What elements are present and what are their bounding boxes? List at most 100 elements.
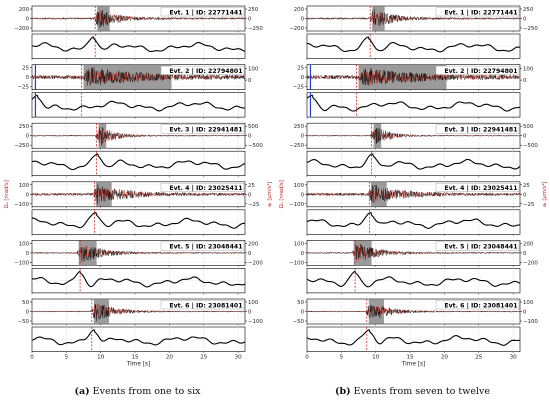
event-label-box [160, 7, 245, 17]
event-3-group: Evt. 3 | ID: 22941481 250 0 −250 500 0 −500 [14, 122, 263, 178]
right-tick-label: 100 [248, 300, 259, 306]
left-tick-label: 0 [26, 75, 30, 81]
envelope-trace [306, 329, 521, 346]
envelope-trace [31, 270, 246, 288]
left-tick-label: 0 [301, 17, 305, 23]
left-tick-label: 0 [26, 192, 30, 198]
event-5-group: Evt. 5 | ID: 23048441 100 0 −100 200 0 −200 [289, 240, 538, 295]
event-label: Evt. 5 | ID: 23048441 [169, 244, 242, 252]
right-tick-label: 0 [248, 78, 252, 84]
left-tick-label: 250 [294, 124, 305, 130]
right-tick-label: −100 [523, 319, 538, 325]
left-tick-label: −200 [289, 26, 304, 32]
left-tick-label: 100 [19, 241, 30, 247]
event-label: Evt. 1 | ID: 22771441 [444, 9, 517, 17]
left-tick-label: −100 [14, 202, 29, 208]
left-tick-label: −50 [18, 319, 30, 325]
left-tick-label: 100 [19, 183, 30, 189]
event-label-box [435, 65, 520, 75]
left-tick-label: −25 [18, 85, 29, 91]
left-tick-label: 0 [26, 310, 30, 316]
x-tick-label: 30 [235, 355, 243, 361]
x-tick-label: 0 [305, 355, 309, 361]
left-tick-label: −50 [293, 319, 305, 325]
left-tick-label: 250 [19, 124, 30, 130]
rotation-trace [306, 243, 521, 260]
left-tick-label: −250 [289, 143, 304, 149]
caption-a: (a) Events from one to six [0, 386, 275, 397]
event-label-box [435, 300, 520, 310]
x-tick-label: 20 [441, 355, 449, 361]
event-label: Evt. 6 | ID: 23081401 [444, 302, 517, 310]
event-6-group: Evt. 6 | ID: 23081401 50 0 −50 100 0 −100 [293, 298, 538, 353]
envelope-trace [31, 329, 246, 346]
left-tick-label: 0 [26, 251, 30, 257]
event-window [98, 123, 107, 149]
event-label: Evt. 4 | ID: 23025411 [169, 185, 242, 193]
left-tick-label: 50 [22, 300, 29, 306]
left-tick-label: −25 [293, 85, 304, 91]
left-tick-label: 0 [26, 134, 30, 140]
right-tick-label: −100 [248, 319, 263, 325]
event-1-group: Evt. 1 | ID: 22771441 200 0 −200 250 0 −250 [14, 5, 263, 60]
right-tick-label: 200 [248, 241, 259, 247]
caption-a-tag: (a) [74, 386, 90, 397]
event-label: Evt. 2 | ID: 22794801 [169, 68, 242, 76]
left-tick-label: 0 [301, 192, 305, 198]
left-tick-label: 50 [297, 300, 304, 306]
rotation-trace [31, 304, 246, 322]
left-axis-label: Ωₐ [nrad/s] [279, 180, 285, 208]
right-tick-label: 25 [248, 183, 255, 189]
x-axis-label: Time [s] [126, 362, 151, 368]
envelope-trace [307, 36, 521, 53]
event-label-box [435, 241, 520, 251]
event-label-box [160, 124, 245, 134]
x-tick-label: 25 [200, 355, 208, 361]
left-tick-label: 0 [26, 17, 30, 23]
rotation-trace [31, 10, 246, 28]
acceleration-trace [306, 68, 521, 86]
rotation-trace [31, 67, 246, 86]
chart-panel-a: Evt. 1 | ID: 227714412000−2002500−250Evt… [4, 5, 273, 368]
right-axis-label: aₜ [μm/s²] [267, 182, 273, 207]
right-tick-label: 250 [248, 7, 259, 13]
envelope-trace [306, 94, 521, 112]
right-tick-label: 0 [523, 310, 527, 316]
right-tick-label: 0 [248, 134, 252, 140]
right-tick-label: 500 [523, 124, 534, 130]
right-tick-label: −25 [523, 202, 534, 208]
right-tick-label: 0 [523, 17, 527, 23]
event-2-group: Evt. 2 | ID: 22794801 25 0 −25 100 0 [293, 64, 534, 119]
envelope-trace [31, 94, 246, 112]
rotation-trace [306, 184, 521, 204]
event-6-group: Evt. 6 | ID: 23081401 50 0 −50 100 0 −100 [18, 298, 263, 353]
right-tick-label: 100 [248, 67, 259, 73]
left-tick-label: −100 [289, 202, 304, 208]
right-axis-label: aₜ [μm/s²] [542, 182, 548, 207]
left-tick-label: 0 [301, 251, 305, 257]
event-label: Evt. 6 | ID: 23081401 [169, 302, 242, 310]
event-label-box [160, 241, 245, 251]
rotation-trace [306, 127, 521, 145]
event-1-group: Evt. 1 | ID: 22771441 200 0 −200 250 0 −250 [289, 5, 538, 60]
right-tick-label: −25 [248, 202, 259, 208]
envelope-trace [306, 211, 520, 229]
event-2-group: Evt. 2 | ID: 22794801 25 0 −25 100 0 [18, 64, 259, 119]
right-tick-label: −500 [523, 143, 538, 149]
event-label-box [435, 124, 520, 134]
left-tick-label: −100 [289, 260, 304, 266]
rotation-trace [306, 9, 521, 27]
rotation-trace [306, 67, 521, 86]
x-tick-label: 15 [407, 355, 415, 361]
right-tick-label: 0 [523, 251, 527, 257]
right-tick-label: 0 [248, 17, 252, 23]
right-tick-label: −500 [248, 143, 263, 149]
envelope-trace [31, 153, 246, 171]
right-tick-label: 0 [523, 134, 527, 140]
envelope-trace [306, 153, 521, 170]
left-tick-label: 200 [294, 7, 305, 13]
left-tick-label: −200 [14, 26, 29, 32]
x-axis-label: Time [s] [401, 362, 426, 368]
right-tick-label: 500 [248, 124, 259, 130]
